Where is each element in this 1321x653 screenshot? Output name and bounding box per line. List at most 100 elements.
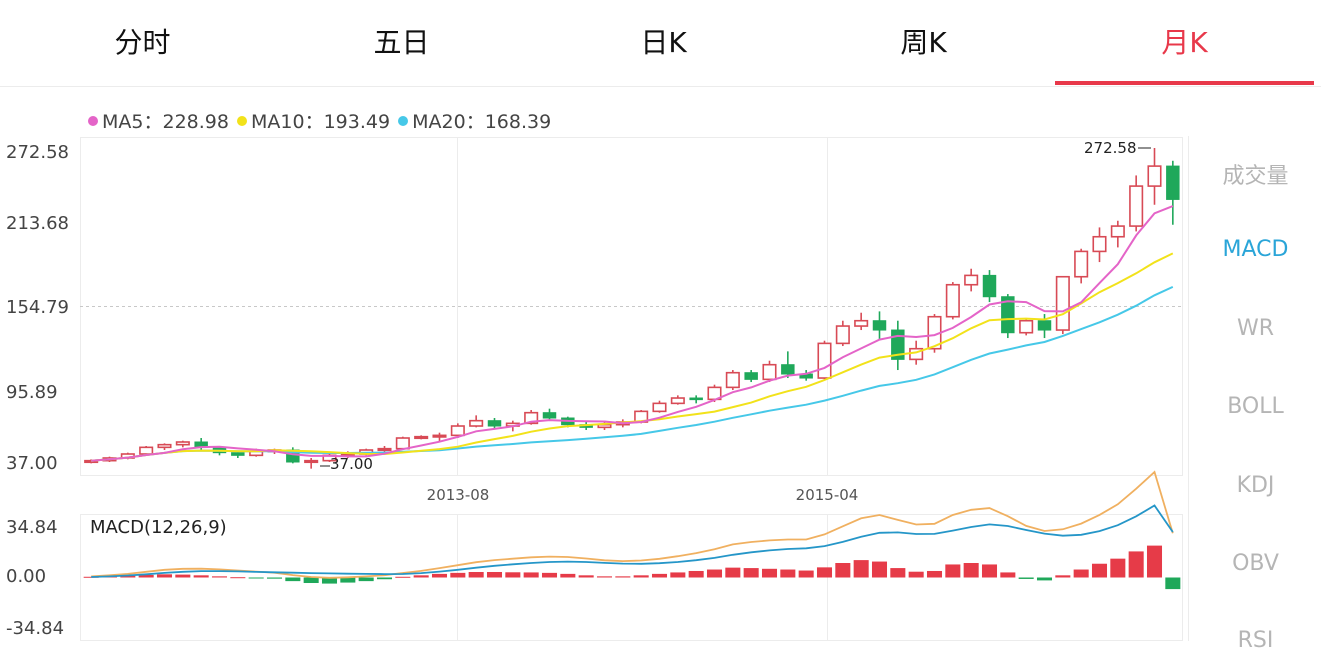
macd-bar [413,575,429,578]
macd-bar [798,570,814,578]
macd-bar [596,576,613,578]
indicator-boll[interactable]: BOLL [1227,394,1284,419]
tab-monthly-k[interactable]: 月K [1161,26,1208,59]
candle-body[interactable] [469,419,484,427]
indicator-macd[interactable]: MACD [1222,237,1289,262]
macd-bar [945,564,961,578]
candle-body[interactable] [304,459,319,464]
candle-body[interactable] [781,364,795,375]
tab-weekly-k[interactable]: 周K [900,26,947,59]
ma10-line [91,252,1174,462]
macd-bar [395,576,411,578]
candle-body[interactable] [725,371,740,389]
indicator-obv[interactable]: OBV [1232,551,1279,576]
macd-bar [706,569,723,578]
ma5-line [91,205,1174,462]
max-price-marker: 272.58 [1084,139,1151,157]
macd-y-tick-label: 34.84 [6,517,58,538]
macd-bar [1110,558,1126,578]
macd-bar [963,563,979,578]
macd-dif-line [91,504,1174,578]
tab-intraday[interactable]: 分时 [114,26,171,59]
candle-body[interactable] [872,320,887,331]
macd-bar [505,572,521,578]
macd-bar [1018,577,1034,579]
candle-body[interactable] [835,325,850,345]
macd-bar [1036,577,1053,581]
candle-body[interactable] [175,441,190,446]
macd-bar [578,575,594,578]
candle-body[interactable] [1001,296,1015,334]
candle-body[interactable] [1110,225,1125,238]
period-tab-bar: 分时 五日 日K 周K 月K [0,0,1321,87]
candle-body[interactable] [231,452,245,456]
candle-body[interactable] [139,446,154,455]
macd-bar [670,572,686,578]
candle-body[interactable] [524,411,539,425]
y-tick-label: 37.00 [6,453,58,474]
candle-body[interactable] [1019,319,1034,334]
macd-bar [266,577,283,579]
indicator-wr[interactable]: WR [1236,316,1275,341]
tab-five-day[interactable]: 五日 [373,26,430,59]
macd-bar [120,575,136,578]
candle-body[interactable] [945,283,960,318]
x-tick-label: 2013-08 [427,486,490,504]
candle-body[interactable] [1147,165,1162,187]
macd-bar [780,569,796,578]
candle-body[interactable] [854,319,869,327]
candle-body[interactable] [1129,185,1144,227]
candle-body[interactable] [964,274,979,286]
candle-body[interactable] [84,459,99,464]
candle-body[interactable] [689,397,703,401]
candle-body[interactable] [1092,235,1107,253]
macd-dea-line [91,470,1174,579]
candle-body[interactable] [414,435,429,440]
macd-bar [468,571,484,578]
kline-chart-area[interactable]: 272.58 213.68 154.79 95.89 37.00 2013-08… [0,0,1188,641]
legend-ma10: MA10：193.49 [237,107,390,134]
macd-bar [1146,545,1163,578]
ma10-color-dot [237,115,248,126]
ma-legend: MA5：228.98 MA10：193.49 MA20：168.39 [88,107,553,133]
candle-body[interactable] [377,447,392,452]
candle-body[interactable] [395,437,410,450]
macd-bar [725,567,741,578]
macd-bar [340,577,356,583]
tab-daily-k[interactable]: 日K [640,26,687,59]
candle-body[interactable] [652,402,667,413]
candle-body[interactable] [450,425,465,437]
macd-bar [321,577,338,584]
macd-bar [688,570,704,578]
macd-bar [1091,563,1108,578]
macd-bar [926,570,943,578]
legend-ma20-label: MA20：168.39 [412,111,552,133]
y-tick-label: 213.68 [6,213,69,234]
candle-body[interactable] [157,443,172,449]
indicator-volume[interactable]: 成交量 [1222,164,1289,189]
candle-body[interactable] [744,372,758,380]
candle-body[interactable] [817,342,832,379]
macd-bar [890,568,906,578]
macd-bar [303,577,319,584]
candle-body[interactable] [487,420,502,427]
macd-bar [138,574,154,578]
candle-body[interactable] [670,397,685,405]
candle-body[interactable] [1074,250,1089,278]
indicator-kdj[interactable]: KDJ [1236,473,1275,498]
macd-bar [633,575,649,578]
candle-body[interactable] [982,274,997,298]
candle-body[interactable] [542,412,557,419]
candle-body[interactable] [1037,320,1052,331]
macd-bar [981,564,998,578]
macd-bar [248,577,264,579]
candle-body[interactable] [432,434,447,438]
macd-bar [1055,575,1071,578]
candle-body[interactable] [1166,165,1180,200]
macd-bar [358,577,374,582]
macd-bar [175,574,191,578]
x-tick-label: 2015-04 [796,486,859,504]
macd-bar [1000,572,1016,578]
candle-body[interactable] [1055,275,1070,331]
candle-body[interactable] [762,363,777,381]
